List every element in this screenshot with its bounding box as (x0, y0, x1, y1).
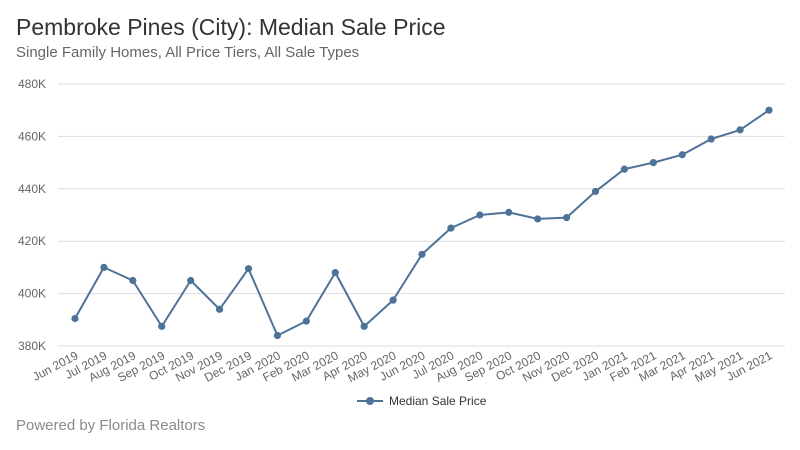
data-point[interactable] (100, 263, 108, 271)
data-point[interactable] (244, 265, 253, 273)
data-point[interactable] (273, 331, 282, 340)
data-point[interactable] (71, 314, 79, 323)
legend-marker-dot (366, 397, 374, 405)
data-point[interactable] (389, 296, 397, 304)
y-tick-label: 440K (18, 182, 46, 196)
data-point[interactable] (158, 322, 166, 330)
y-tick-label: 480K (18, 77, 46, 91)
series-group (71, 106, 773, 340)
data-point[interactable] (591, 187, 600, 196)
y-tick-label: 420K (18, 234, 46, 248)
data-point[interactable] (360, 322, 368, 330)
data-point[interactable] (476, 211, 484, 219)
data-point[interactable] (447, 224, 455, 232)
data-point[interactable] (187, 276, 195, 285)
data-point[interactable] (707, 135, 715, 143)
y-tick-label: 400K (18, 287, 46, 301)
y-axis-tick-labels: 380K 400K 420K 440K 460K 480K (18, 77, 46, 353)
data-point[interactable] (215, 305, 224, 313)
data-point[interactable] (562, 214, 571, 222)
y-tick-label: 460K (18, 129, 46, 143)
powered-by-footer: Powered by Florida Realtors (16, 417, 206, 434)
gridlines (58, 83, 785, 347)
series-line (74, 109, 770, 337)
data-point[interactable] (418, 250, 426, 258)
data-point[interactable] (765, 106, 773, 114)
data-point[interactable] (678, 151, 686, 159)
data-point[interactable] (505, 208, 513, 216)
data-point[interactable] (534, 215, 542, 223)
data-point[interactable] (649, 159, 657, 167)
chart-title: Pembroke Pines (City): Median Sale Price (16, 14, 446, 40)
data-point[interactable] (331, 269, 339, 277)
data-point[interactable] (129, 276, 137, 285)
chart-subtitle: Single Family Homes, All Price Tiers, Al… (16, 44, 360, 61)
data-point[interactable] (620, 165, 629, 173)
data-point[interactable] (736, 126, 744, 134)
data-point[interactable] (302, 317, 310, 325)
legend[interactable]: Median Sale Price (357, 394, 487, 408)
legend-label: Median Sale Price (389, 394, 487, 408)
y-tick-label: 380K (18, 339, 46, 353)
